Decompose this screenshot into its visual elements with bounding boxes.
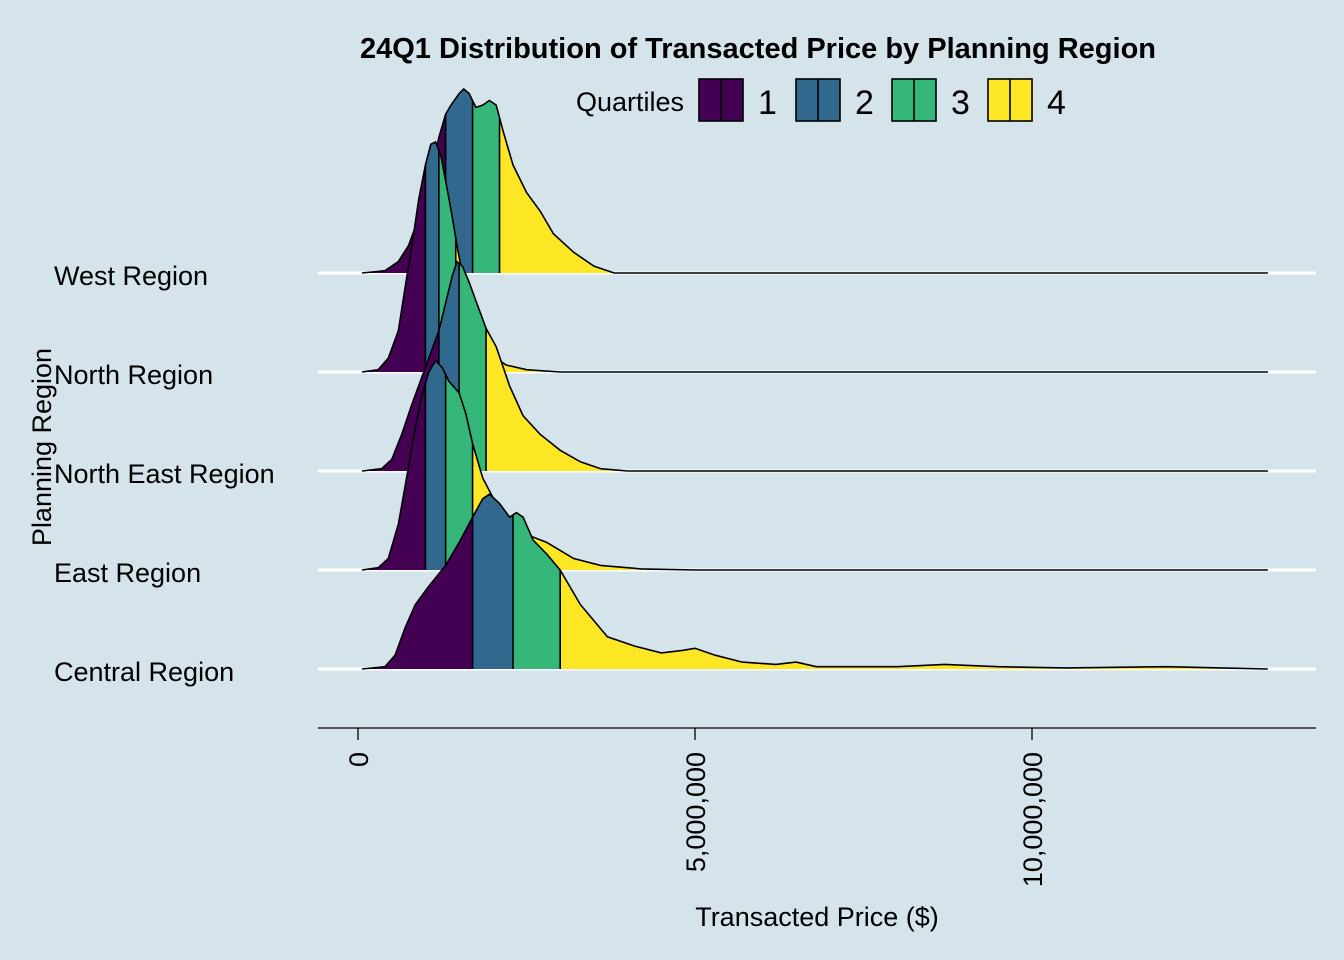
legend-item-1: 1 (698, 78, 777, 122)
quartile-1-area (362, 517, 473, 669)
x-tick-label: 5,000,000 (681, 752, 711, 872)
region-label: Central Region (54, 657, 234, 687)
x-axis-title: Transacted Price ($) (695, 902, 939, 932)
quartile-3-area (445, 374, 473, 570)
density-outline (361, 493, 1268, 670)
quartile-4-area (560, 570, 1268, 669)
density-outline (361, 260, 1268, 472)
ridges (361, 87, 1268, 670)
ridge-east-region (361, 359, 1268, 571)
density-outline (361, 359, 1268, 571)
quartile-2-area (472, 494, 513, 669)
legend-label: 4 (1047, 84, 1066, 122)
quartile-4-area (486, 328, 1268, 471)
quartile-2-area (425, 142, 439, 372)
legend-label: 3 (951, 84, 970, 122)
x-tick-label: 10,000,000 (1018, 752, 1048, 887)
quartile-3-area (513, 512, 561, 669)
region-label: North Region (54, 360, 213, 390)
quartile-4-area (472, 443, 1268, 570)
x-axis-ticks: 0 5,000,000 10,000,000 (344, 728, 1048, 887)
legend-items: 1 2 3 4 (698, 78, 1066, 122)
quartile-1-area (362, 165, 426, 372)
region-label: North East Region (54, 459, 275, 489)
legend-item-2: 2 (795, 78, 874, 122)
quartile-1-area (362, 383, 426, 570)
legend-title: Quartiles (576, 87, 684, 117)
legend-label: 1 (758, 84, 777, 122)
region-labels: Central Region East Region North East Regi… (54, 261, 275, 687)
ridge-central-region (361, 493, 1268, 670)
ridge-north-east-region (361, 260, 1268, 472)
chart-title: 24Q1 Distribution of Transacted Price by… (360, 33, 1156, 65)
legend-label: 2 (855, 84, 874, 122)
quartile-3-area (472, 100, 500, 273)
legend: Quartiles 1 2 3 4 (576, 78, 1066, 122)
x-tick-label: 0 (344, 752, 374, 767)
y-axis-title: Planning Region (27, 348, 57, 546)
quartile-2-area (425, 360, 446, 570)
quartile-4-area (499, 117, 1268, 273)
region-label: West Region (54, 261, 208, 291)
legend-item-4: 4 (987, 78, 1066, 122)
region-label: East Region (54, 558, 201, 588)
legend-item-3: 3 (891, 78, 970, 122)
